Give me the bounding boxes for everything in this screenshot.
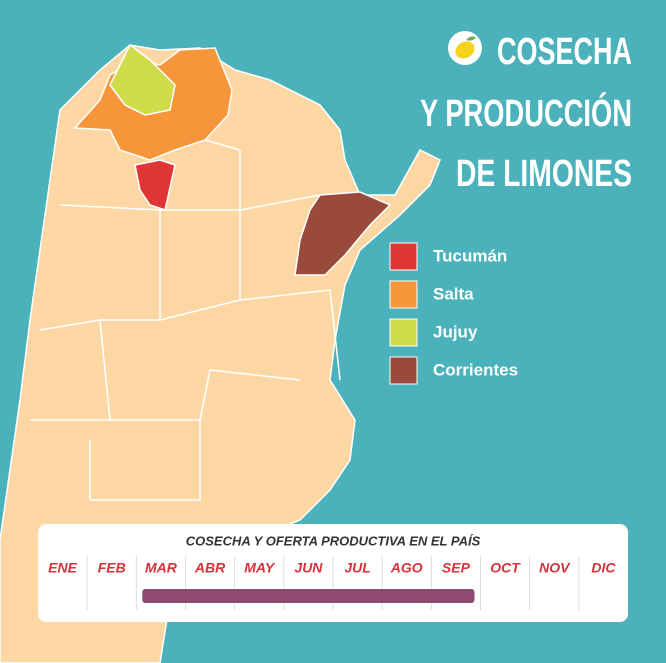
title-line: Y PRODUCCIÓN	[420, 91, 632, 135]
month-label: ABR	[194, 560, 226, 576]
month-label: MAR	[145, 560, 178, 576]
title-line: COSECHA	[497, 31, 632, 73]
month-label: ENE	[48, 560, 77, 576]
month-label: OCT	[490, 560, 521, 576]
legend-swatch	[389, 280, 418, 309]
legend-swatch	[389, 318, 418, 347]
timeline: COSECHA Y OFERTA PRODUCTIVA EN EL PAÍS E…	[38, 524, 628, 622]
province	[294, 191, 392, 276]
map	[0, 43, 441, 663]
legend-swatch	[389, 242, 418, 271]
province	[134, 159, 176, 211]
month-label: SEP	[442, 560, 471, 576]
province-borders	[30, 139, 341, 501]
legend-label: Salta	[433, 284, 474, 303]
month-label: JUN	[294, 560, 323, 576]
province	[109, 43, 176, 116]
month-label: MAY	[244, 560, 276, 576]
legend-swatch	[389, 356, 418, 385]
lemon-icon	[448, 31, 482, 65]
month-label: JUL	[344, 560, 370, 576]
legend-label: Corrientes	[433, 360, 518, 379]
legend-label: Jujuy	[433, 322, 478, 341]
harvest-bar	[142, 589, 475, 603]
month-label: DIC	[591, 560, 616, 576]
legend-label: Tucumán	[433, 246, 507, 265]
month-label: NOV	[539, 560, 571, 576]
timeline-title: COSECHA Y OFERTA PRODUCTIVA EN EL PAÍS	[186, 533, 481, 548]
month-label: AGO	[390, 560, 423, 576]
title-line: DE LIMONES	[456, 153, 632, 195]
legend: Tucumán Salta Jujuy Corrientes	[389, 242, 518, 385]
month-label: FEB	[98, 560, 126, 576]
